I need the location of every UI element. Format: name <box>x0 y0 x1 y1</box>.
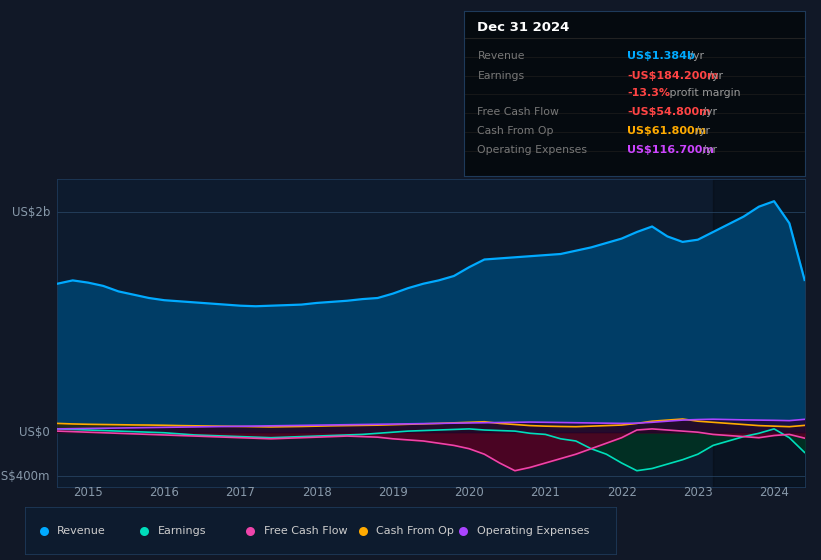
Text: Operating Expenses: Operating Expenses <box>477 526 589 535</box>
Text: 2017: 2017 <box>226 486 255 498</box>
Text: -13.3%: -13.3% <box>627 88 671 98</box>
Text: Cash From Op: Cash From Op <box>376 526 454 535</box>
Text: Operating Expenses: Operating Expenses <box>478 145 588 155</box>
Text: US$0: US$0 <box>19 426 50 438</box>
Text: 2020: 2020 <box>454 486 484 498</box>
Text: Revenue: Revenue <box>57 526 106 535</box>
Text: 2021: 2021 <box>530 486 560 498</box>
Text: -US$54.800m: -US$54.800m <box>627 107 711 117</box>
Text: US$2b: US$2b <box>11 206 50 219</box>
Text: profit margin: profit margin <box>667 88 741 98</box>
Text: Dec 31 2024: Dec 31 2024 <box>478 21 570 34</box>
Text: 2018: 2018 <box>302 486 332 498</box>
Text: US$1.384b: US$1.384b <box>627 51 695 61</box>
Text: US$116.700m: US$116.700m <box>627 145 714 155</box>
Text: /yr: /yr <box>699 107 717 117</box>
Text: -US$400m: -US$400m <box>0 470 50 483</box>
Text: Earnings: Earnings <box>478 72 525 82</box>
Text: 2019: 2019 <box>378 486 408 498</box>
Text: 2024: 2024 <box>759 486 789 498</box>
Text: Revenue: Revenue <box>478 51 525 61</box>
Text: Free Cash Flow: Free Cash Flow <box>478 107 559 117</box>
Text: -US$184.200m: -US$184.200m <box>627 72 719 82</box>
Text: 2022: 2022 <box>607 486 636 498</box>
Text: US$61.800m: US$61.800m <box>627 126 707 136</box>
Text: 2015: 2015 <box>73 486 103 498</box>
Text: Cash From Op: Cash From Op <box>478 126 554 136</box>
Text: /yr: /yr <box>692 126 710 136</box>
Text: /yr: /yr <box>705 72 723 82</box>
Text: /yr: /yr <box>686 51 704 61</box>
Text: 2023: 2023 <box>683 486 713 498</box>
Text: /yr: /yr <box>699 145 717 155</box>
Text: Earnings: Earnings <box>158 526 206 535</box>
Text: 2016: 2016 <box>149 486 179 498</box>
Bar <box>713 179 805 487</box>
Text: Free Cash Flow: Free Cash Flow <box>264 526 347 535</box>
